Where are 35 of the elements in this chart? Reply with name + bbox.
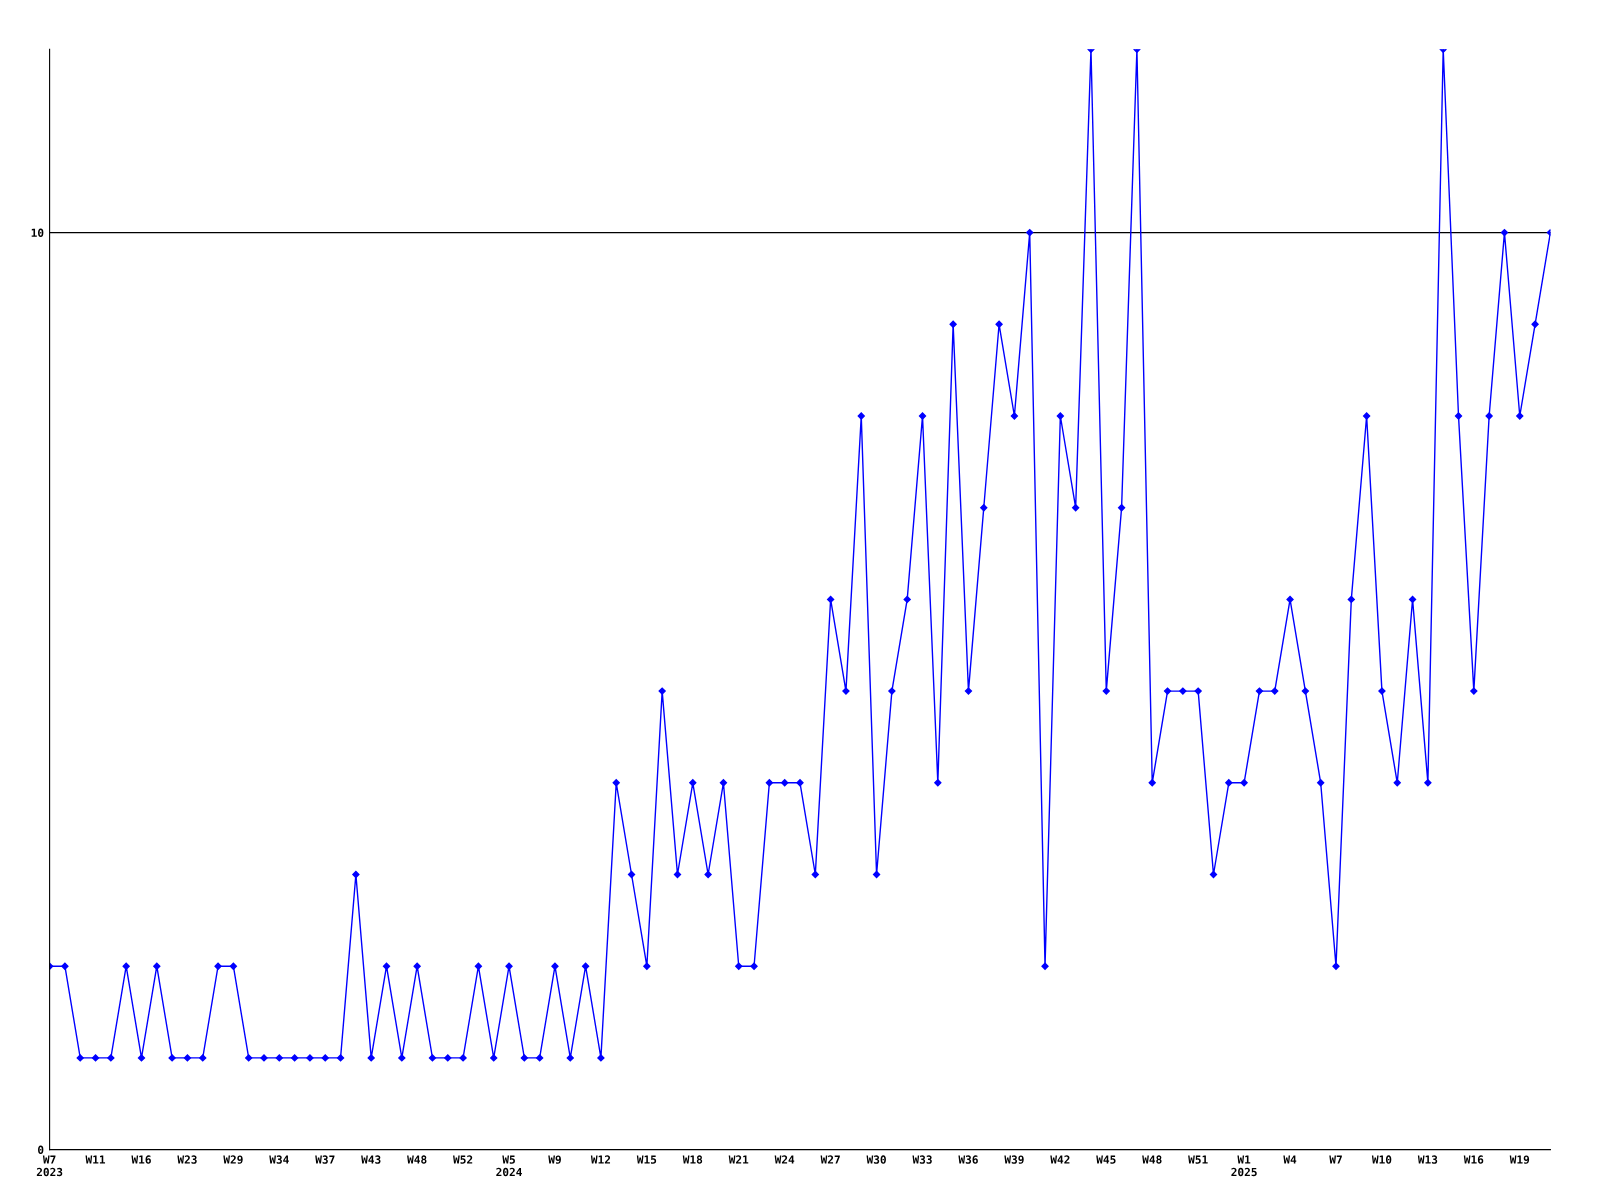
y-tick-label: 0 <box>38 1145 44 1154</box>
x-tick-label: W19 <box>1509 1155 1530 1164</box>
x-tick-label: W42 <box>1050 1155 1070 1164</box>
x-tick-label: W24 <box>774 1155 795 1164</box>
x-tick-label: W39 <box>1004 1155 1024 1164</box>
x-tick-label: W36 <box>958 1155 978 1164</box>
x-tick-label: W29 <box>223 1155 243 1164</box>
x-tick-label: W1 2025 <box>1231 1155 1257 1177</box>
x-tick-label: W37 <box>315 1155 335 1164</box>
x-tick-label: W48 <box>1142 1155 1162 1164</box>
x-tick-label: W15 <box>636 1155 657 1164</box>
x-tick-label: W11 <box>85 1155 106 1164</box>
x-tick-label: W43 <box>361 1155 381 1164</box>
x-tick-label: W13 <box>1417 1155 1438 1164</box>
x-tick-label: W21 <box>728 1155 749 1164</box>
x-tick-label: W33 <box>912 1155 932 1164</box>
x-tick-label: W52 <box>453 1155 473 1164</box>
x-tick-label: W12 <box>590 1155 611 1164</box>
x-tick-label: W5 2024 <box>496 1155 522 1177</box>
x-tick-label: W34 <box>269 1155 289 1164</box>
x-tick-label: W18 <box>682 1155 703 1164</box>
x-tick-label: W45 <box>1096 1155 1116 1164</box>
x-tick-label: W51 <box>1188 1155 1208 1164</box>
x-tick-label: W27 <box>820 1155 840 1164</box>
x-tick-label: W16 <box>131 1155 151 1164</box>
x-tick-label: W30 <box>866 1155 886 1164</box>
x-tick-label: W23 <box>177 1155 197 1164</box>
x-tick-label: W16 <box>1463 1155 1484 1164</box>
x-tick-label: W48 <box>407 1155 427 1164</box>
x-tick-label: W4 <box>1283 1155 1297 1164</box>
x-tick-label: W7 <box>1329 1155 1342 1164</box>
x-tick-label: W10 <box>1371 1155 1392 1164</box>
x-tick-label: W9 <box>548 1155 561 1164</box>
y-tick-label: 10 <box>31 228 44 237</box>
x-tick-label: W7 2023 <box>36 1155 63 1177</box>
